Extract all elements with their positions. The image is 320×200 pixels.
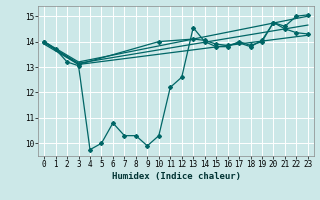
X-axis label: Humidex (Indice chaleur): Humidex (Indice chaleur) [111,172,241,181]
